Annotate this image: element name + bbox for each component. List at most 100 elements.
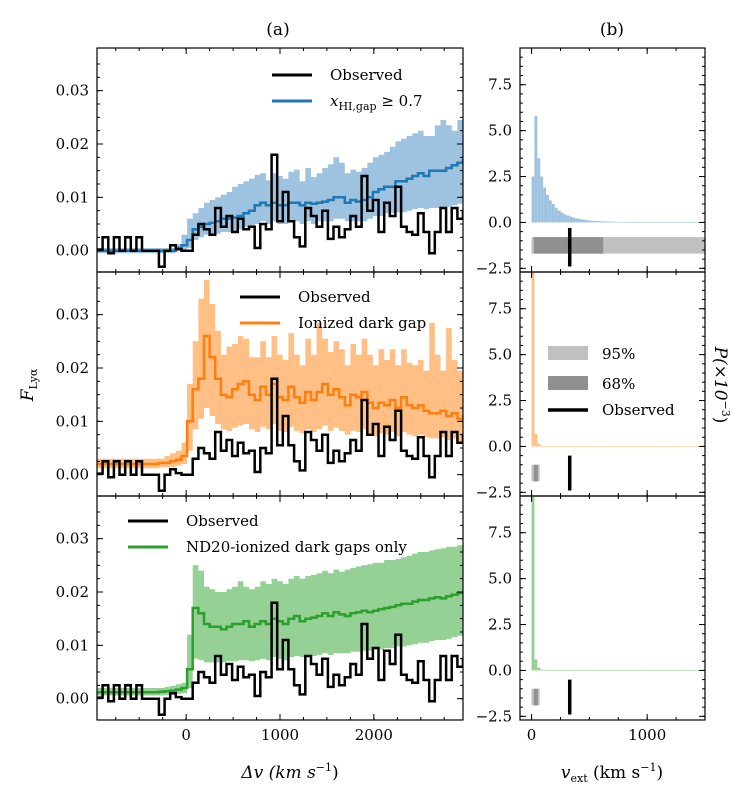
histogram-bar <box>676 222 679 223</box>
histogram-bar <box>687 446 691 447</box>
histogram-bar <box>661 446 665 447</box>
histogram-bar <box>603 446 607 447</box>
histogram-bar <box>603 670 607 671</box>
histogram-bar <box>635 446 639 447</box>
histogram-bar <box>609 221 613 223</box>
histogram-bar <box>635 670 639 671</box>
x-tick-label: 2000 <box>355 726 393 744</box>
histogram-bar <box>618 221 622 223</box>
axes-frame <box>519 495 706 721</box>
histogram-bar <box>534 433 538 447</box>
histogram-bar <box>583 219 587 223</box>
histogram-bar <box>647 446 651 447</box>
histogram-bar <box>595 670 599 671</box>
histogram-bar <box>560 670 564 671</box>
histogram-bar <box>569 670 573 671</box>
x-tick-label: 0 <box>527 726 537 744</box>
histogram-bar <box>615 670 619 671</box>
histogram-bar <box>557 446 561 447</box>
legend-label-observed: Observed <box>186 512 259 530</box>
histogram-bar <box>670 446 674 447</box>
histogram-bar <box>600 446 604 447</box>
histogram-bar <box>551 670 555 671</box>
model-band <box>97 544 463 696</box>
x-label-a-exp: −1 <box>316 761 332 774</box>
histogram-bar <box>589 670 593 671</box>
histogram-bar <box>652 670 656 671</box>
plot-body <box>97 120 463 268</box>
y-tick-label: 0.01 <box>56 636 89 654</box>
legend-swatch-68 <box>548 376 588 390</box>
observed-line <box>97 601 463 716</box>
histogram-bar <box>696 222 700 223</box>
y-label-a-main: F <box>18 388 38 402</box>
histogram-bar <box>600 670 604 671</box>
legend-label-ionized: Ionized dark gap <box>298 314 426 332</box>
y-axis-label-b: P(×10−3) <box>710 346 732 424</box>
legend-xhi-main: x <box>330 92 339 110</box>
histogram-bar <box>673 446 677 447</box>
histogram-bar <box>540 176 544 223</box>
legend-label-observed-b: Observed <box>602 401 675 419</box>
histogram-bar <box>551 446 555 447</box>
histogram-bar <box>537 667 541 671</box>
y-label-b-exp: −3 <box>719 401 732 417</box>
histogram-bar <box>658 670 662 671</box>
histogram-bar <box>612 446 616 447</box>
histogram-bar <box>563 214 567 223</box>
histogram-bar <box>540 669 544 671</box>
histogram-bar <box>678 446 682 447</box>
histogram-bar <box>580 446 584 447</box>
histogram-bar <box>563 670 567 671</box>
y-tick-label: 0.02 <box>56 135 89 153</box>
histogram-bar <box>632 446 636 447</box>
histogram-bar <box>572 446 575 447</box>
histogram-bar <box>644 446 648 447</box>
y-tick-label: 0.02 <box>56 583 89 601</box>
histogram-bar <box>650 222 653 223</box>
legend-b-middle: 95% 68% Observed <box>548 345 675 419</box>
histogram-bar <box>589 220 593 223</box>
svg-text:P(×10−3): P(×10−3) <box>710 346 732 424</box>
y-tick-label: 0.03 <box>56 82 89 100</box>
plot-body <box>531 496 705 715</box>
histogram-bar <box>667 222 671 223</box>
histogram-bar <box>641 222 645 223</box>
histogram-bar <box>684 670 688 671</box>
model-median-line <box>97 158 463 252</box>
histogram-bar <box>566 670 570 671</box>
histogram-bar <box>664 446 668 447</box>
histogram-bar <box>667 670 671 671</box>
x-tick-label: 1000 <box>261 726 299 744</box>
histogram-bar <box>609 670 613 671</box>
histogram-bar <box>658 222 662 223</box>
histogram-bar <box>690 446 694 447</box>
histogram-bar <box>632 222 636 223</box>
histogram-bar <box>693 670 697 671</box>
y-label-a-sub: Lyα <box>27 368 40 389</box>
histogram-bar <box>641 446 645 447</box>
histogram-bar <box>690 222 694 223</box>
legend-label-nd20: ND20-ionized dark gaps only <box>186 538 407 556</box>
histogram-bar <box>554 670 558 671</box>
histogram-bar <box>626 670 630 671</box>
histogram-bar <box>655 670 659 671</box>
histogram-bar <box>546 446 549 447</box>
histogram-bar <box>600 221 604 223</box>
y-label-b-close: ) <box>710 417 730 424</box>
histogram-bar <box>629 222 633 223</box>
histogram-bar <box>676 446 679 447</box>
interval-68 <box>533 464 538 482</box>
histogram-bar <box>670 670 674 671</box>
histogram-bar <box>537 443 541 447</box>
histogram-bar <box>678 670 682 671</box>
histogram-bar <box>531 272 535 447</box>
histogram-bar <box>693 446 697 447</box>
histogram-bar <box>531 496 535 671</box>
histogram-bar <box>618 670 622 671</box>
y-tick-label: 0.0 <box>488 437 512 455</box>
histogram-bar <box>583 446 587 447</box>
observed-line <box>97 377 463 492</box>
histogram-bar <box>670 222 674 223</box>
histogram-bar <box>543 669 547 671</box>
